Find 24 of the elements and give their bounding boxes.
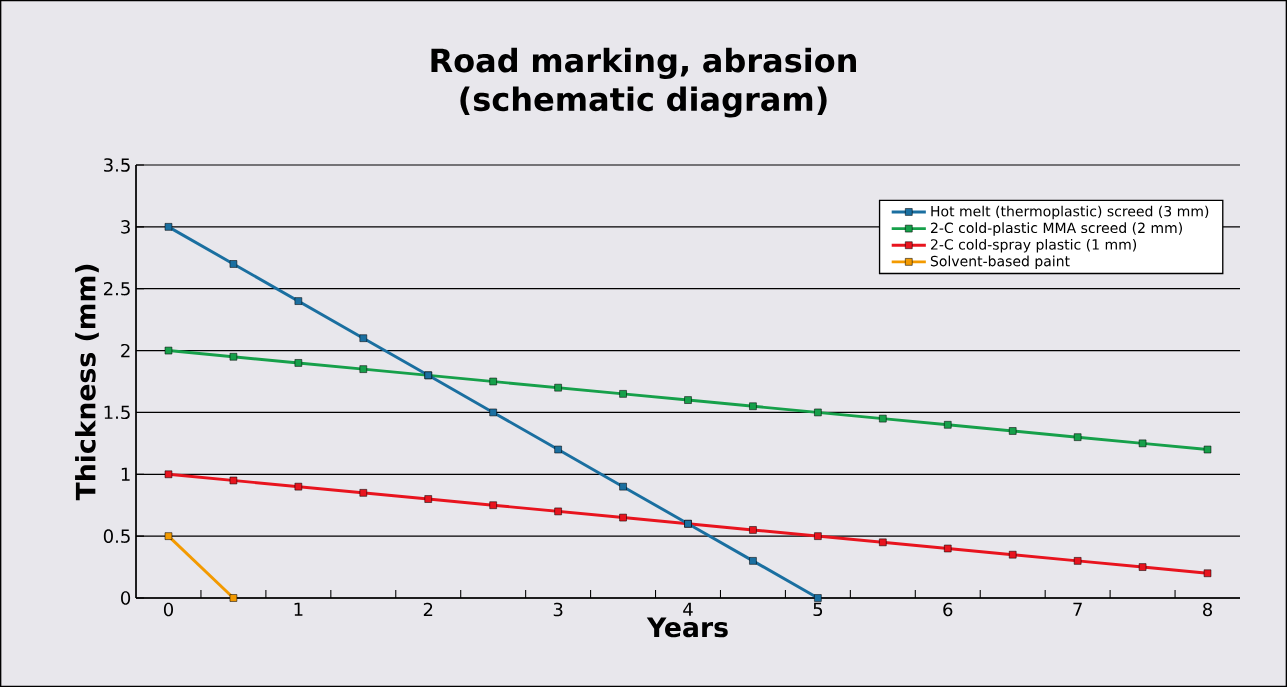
x-axis-title: Years — [646, 617, 728, 638]
legend-label: Solvent-based paint — [930, 255, 1070, 270]
x-tick-label: 2 — [423, 602, 433, 617]
y-tick-label: 2 — [121, 343, 130, 358]
x-tick-label: 6 — [943, 602, 953, 617]
x-tick-label: 1 — [294, 602, 303, 616]
x-tick-label: 8 — [1203, 602, 1213, 617]
y-tick-label: 3.5 — [104, 158, 130, 172]
legend-label: Hot melt (thermoplastic) screed (3 mm) — [931, 205, 1209, 220]
y-tick-label: 0.5 — [103, 529, 130, 543]
legend-label: 2-C cold-plastic MMA screed (2 mm) — [931, 222, 1182, 236]
x-tick-label: 3 — [553, 602, 563, 617]
y-tick-label: 2.5 — [103, 281, 130, 296]
x-tick-label: 0 — [163, 602, 174, 617]
x-tick-label: 5 — [813, 602, 823, 617]
chart-title: Road marking, abrasion (schematic diagram) — [431, 47, 856, 118]
y-tick-label: 3 — [121, 220, 130, 234]
x-tick-label: 4 — [683, 602, 693, 616]
y-tick-label: 1.5 — [104, 405, 130, 420]
y-tick-label: 1 — [121, 467, 130, 481]
y-axis-title: Thickness (mm) — [75, 264, 99, 501]
x-tick-label: 7 — [1073, 602, 1082, 616]
legend-label: 2-C cold-spray plastic (1 mm) — [931, 238, 1137, 253]
y-tick-label: 0 — [121, 591, 131, 605]
